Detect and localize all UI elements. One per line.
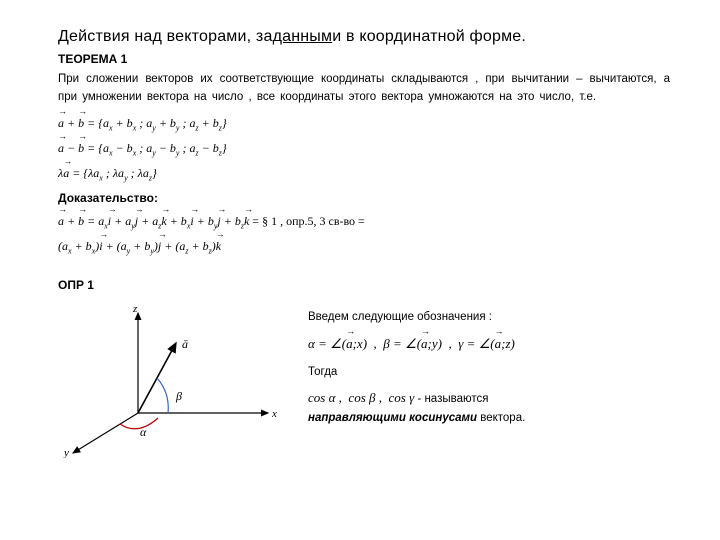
axis-y-label: y <box>63 447 69 458</box>
proof-lines: a + b = axi + ayj + azk + bxi + byj + bz… <box>58 209 670 258</box>
cos-line: cos α , cos β , cos γ - называются <box>308 387 670 410</box>
axes-diagram: z x y ā α β <box>58 298 298 458</box>
arc-alpha <box>120 418 158 429</box>
angle-beta-label: β <box>175 389 182 403</box>
title-post: и в координатной форме. <box>332 28 526 45</box>
notation-line: α = ∠(a;x) , β = ∠(a;y) , γ = ∠(a;z) <box>308 331 670 355</box>
theorem-body: При сложении векторов их соответствующие… <box>58 70 670 107</box>
proof-line-2: (ax + bx)i + (ay + by)j + (az + bz)k <box>58 234 670 258</box>
axis-z-label: z <box>132 303 138 315</box>
axis-x-label: x <box>271 408 277 420</box>
proof-line-1: a + b = axi + ayj + azk + bxi + byj + bz… <box>58 209 670 233</box>
formula-3: λa = {λax ; λay ; λaz} <box>58 161 670 185</box>
formula-2: a − b = {ax − bx ; ay − by ; az − bz} <box>58 136 670 160</box>
cos-name: направляющими косинусами <box>308 412 477 424</box>
page-title: Действия над векторами, заданными в коор… <box>58 28 670 46</box>
angle-alpha-label: α <box>140 425 147 439</box>
opr-label: ОПР 1 <box>58 278 670 292</box>
title-underline: данным <box>273 28 333 45</box>
theorem-label: ТЕОРЕМА 1 <box>58 52 670 66</box>
vector-a-label: ā <box>182 337 188 351</box>
formula-block: a + b = {ax + bx ; ay + by ; az + bz} a … <box>58 111 670 185</box>
arc-beta <box>157 378 168 413</box>
then-word: Тогда <box>308 363 670 383</box>
cos-name-line: направляющими косинусами вектора. <box>308 409 670 429</box>
cos-tail: вектора. <box>477 412 525 424</box>
proof-label: Доказательство: <box>58 191 670 205</box>
notation-block: Введем следующие обозначения : α = ∠(a;x… <box>308 298 670 458</box>
notation-intro: Введем следующие обозначения : <box>308 308 670 328</box>
formula-1: a + b = {ax + bx ; ay + by ; az + bz} <box>58 111 670 135</box>
title-pre: Действия над векторами, за <box>58 28 273 45</box>
